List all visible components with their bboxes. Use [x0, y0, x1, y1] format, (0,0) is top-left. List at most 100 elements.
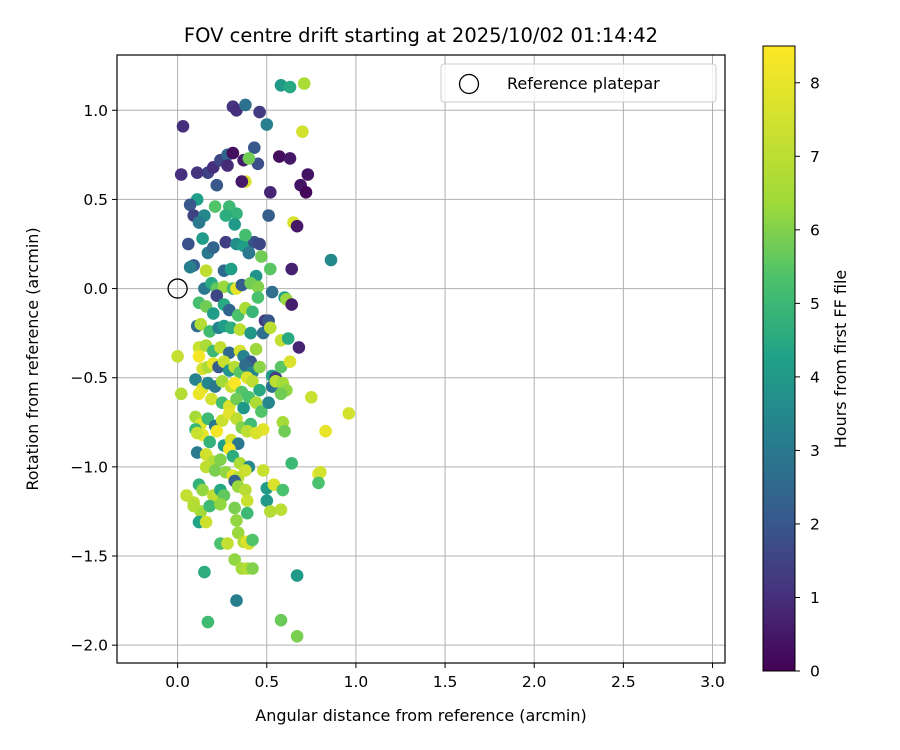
data-point [283, 152, 297, 165]
data-point [183, 260, 197, 274]
data-point [276, 483, 290, 497]
data-point [246, 305, 259, 319]
data-point [262, 209, 275, 222]
data-point [262, 396, 275, 410]
data-point [274, 613, 288, 627]
legend-label: Reference platepar [507, 74, 660, 93]
data-point [292, 341, 306, 354]
data-point [228, 553, 241, 566]
data-point [283, 80, 297, 94]
colorbar-tick-label: 2 [810, 515, 820, 533]
y-tick-label: −2.0 [70, 637, 108, 655]
data-point [221, 159, 234, 172]
data-point [324, 253, 338, 267]
colorbar-gradient [762, 45, 796, 672]
data-point [290, 569, 304, 582]
data-point [194, 317, 208, 331]
data-point [233, 323, 247, 336]
data-point [285, 298, 299, 311]
data-point [312, 476, 325, 490]
data-point [260, 118, 274, 131]
legend-marker-icon [458, 73, 480, 95]
data-point [255, 250, 268, 263]
colorbar-tick-label: 3 [810, 442, 820, 460]
data-point [192, 350, 206, 363]
colorbar-ticks: 0 1 2 3 4 5 6 7 8 [795, 74, 820, 681]
data-point [230, 514, 243, 527]
x-tick-label: 2.0 [522, 673, 547, 691]
legend: Reference platepar [440, 63, 717, 103]
data-point [199, 515, 213, 529]
data-point [171, 350, 184, 363]
data-point [239, 228, 252, 242]
x-tick-label: 0.0 [165, 673, 190, 691]
data-point [210, 178, 224, 192]
data-point [246, 562, 259, 575]
data-point [237, 401, 250, 415]
data-point [228, 376, 241, 390]
data-point [319, 424, 332, 438]
colorbar-tick-label: 1 [810, 589, 820, 607]
data-point [228, 218, 241, 231]
data-point [260, 494, 274, 508]
data-point [226, 146, 240, 160]
data-point [297, 77, 311, 90]
data-point [239, 464, 252, 477]
data-point [264, 262, 277, 276]
data-point [187, 499, 200, 513]
data-point [205, 392, 218, 406]
y-tick-label: −1.0 [70, 458, 108, 476]
data-point [192, 216, 206, 229]
x-tick-label: 0.5 [254, 673, 279, 691]
data-point [189, 373, 202, 386]
y-tick-label: 0.5 [83, 191, 108, 209]
data-point [242, 152, 256, 165]
data-point [190, 426, 204, 440]
data-point [174, 168, 188, 181]
data-point [249, 342, 263, 356]
data-point [246, 533, 259, 547]
data-point [239, 98, 252, 112]
data-point [199, 264, 213, 278]
data-point [274, 503, 288, 516]
data-point [207, 241, 220, 254]
data-point [210, 289, 224, 303]
data-point [239, 483, 252, 497]
data-point [290, 630, 304, 643]
x-axis-label: Angular distance from reference (arcmin) [255, 706, 586, 725]
data-point [214, 453, 227, 467]
data-point [230, 207, 243, 220]
data-point [253, 383, 266, 397]
data-point [221, 537, 234, 550]
data-point [230, 594, 243, 607]
data-point [240, 494, 254, 508]
colorbar-tick-label: 0 [810, 663, 820, 681]
data-point [242, 246, 256, 260]
x-axis-ticks: 0.0 0.5 1.0 1.5 2.0 2.5 3.0 [165, 663, 725, 691]
data-point [176, 120, 190, 133]
data-point [174, 387, 188, 401]
data-point [198, 565, 211, 579]
data-point [285, 457, 299, 470]
y-axis-label: Rotation from reference (arcmin) [23, 227, 42, 490]
data-point [273, 150, 286, 163]
y-tick-label: 0.0 [83, 280, 108, 298]
data-point [253, 105, 266, 119]
data-point [342, 407, 356, 420]
x-tick-label: 2.5 [611, 673, 636, 691]
data-point [301, 168, 315, 181]
data-point [296, 125, 309, 138]
data-point [285, 262, 299, 276]
data-point [208, 200, 222, 213]
data-point [210, 424, 224, 438]
y-tick-label: −1.5 [70, 548, 108, 566]
colorbar-tick-label: 5 [810, 295, 820, 313]
data-point [281, 332, 295, 345]
data-point [251, 291, 265, 304]
data-point [253, 237, 266, 251]
colorbar-label: Hours from first FF file [831, 270, 850, 449]
data-point [264, 186, 277, 199]
data-point [235, 175, 249, 188]
data-point [264, 321, 277, 335]
